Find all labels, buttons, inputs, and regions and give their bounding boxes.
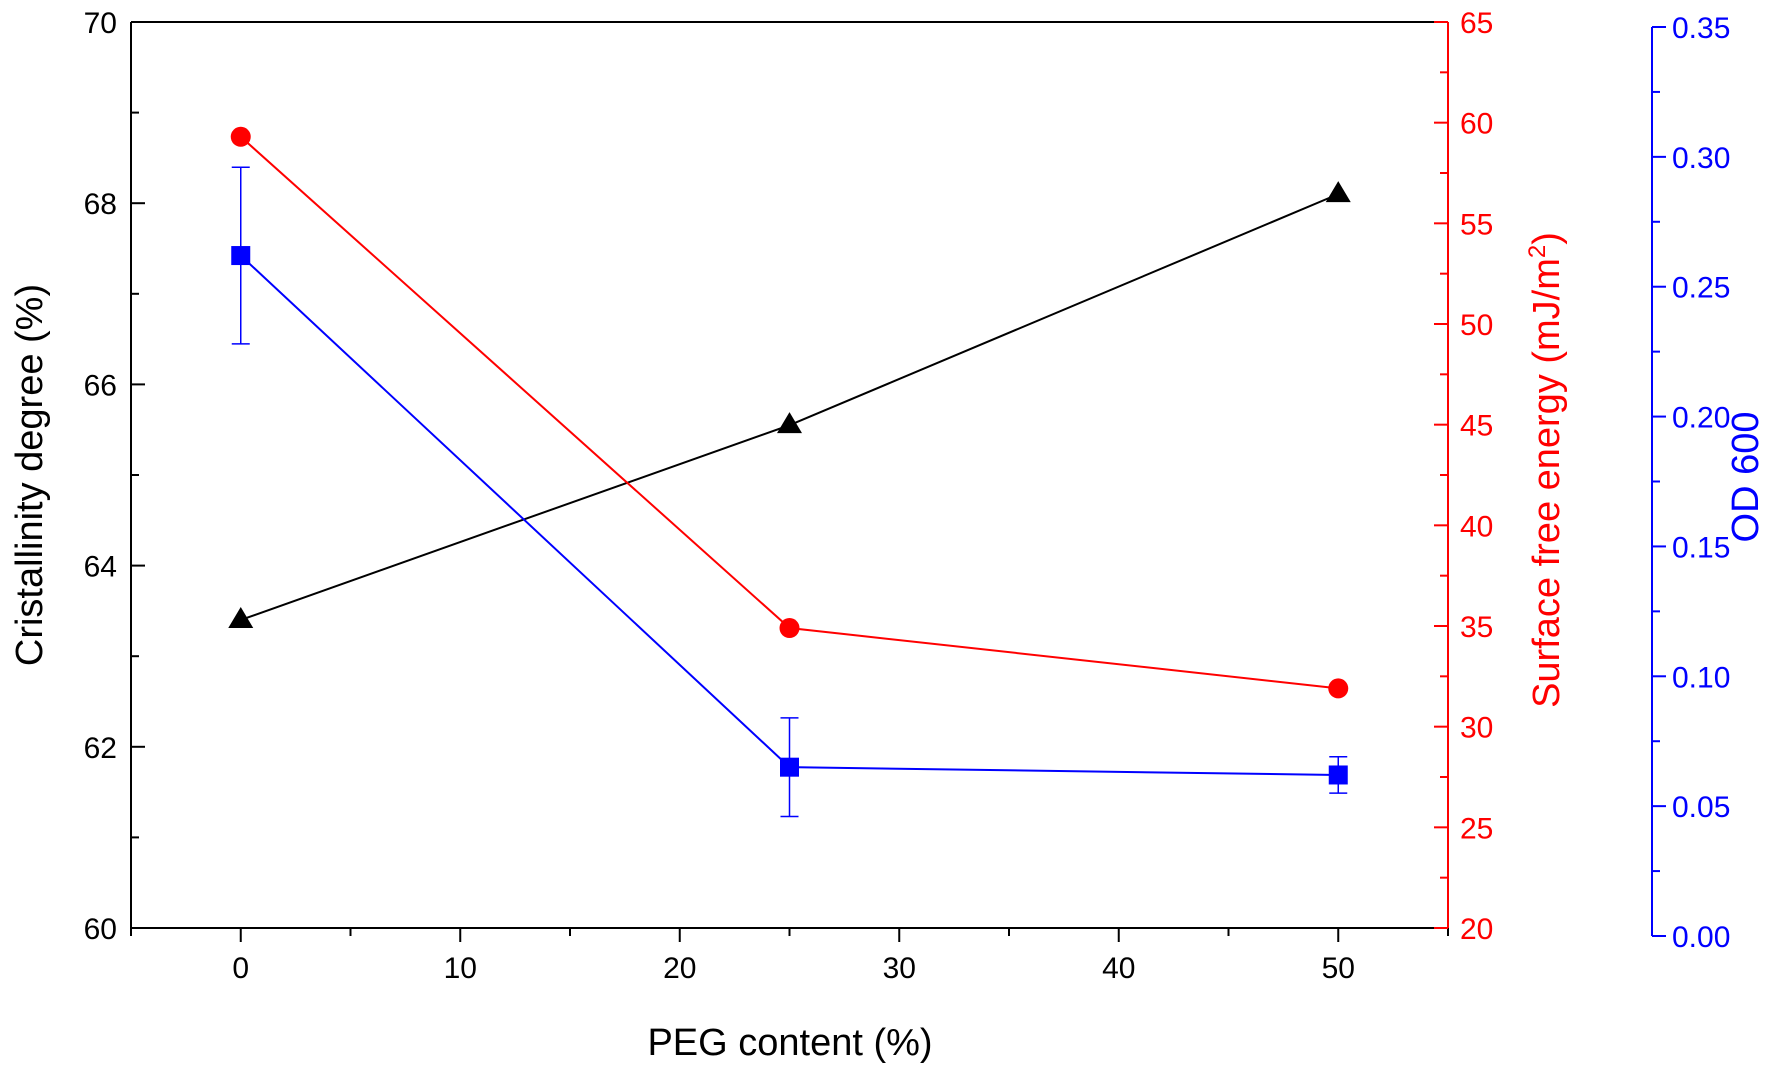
data-point-triangle — [228, 606, 254, 628]
od600-tick-label: 0.20 — [1672, 402, 1730, 435]
x-tick-label: 0 — [232, 952, 249, 985]
right-axis-title-end: ) — [1526, 232, 1568, 245]
od600-tick-label: 0.10 — [1672, 661, 1730, 694]
od600-tick-label: 0.00 — [1672, 921, 1730, 954]
x-tick-label: 50 — [1322, 952, 1355, 985]
od600-axis-title: OD 600 — [1725, 412, 1767, 543]
right-axis-title-main: Surface free energy (mJ/m — [1526, 258, 1568, 708]
left-tick-label: 70 — [84, 7, 117, 40]
x-tick-label: 10 — [444, 952, 477, 985]
left-tick-label: 64 — [84, 551, 117, 584]
right-tick-label: 45 — [1460, 410, 1493, 443]
left-tick-label: 62 — [84, 732, 117, 765]
right-tick-label: 35 — [1460, 611, 1493, 644]
left-axis-title: Cristallinity degree (%) — [9, 284, 51, 666]
right-tick-label: 30 — [1460, 712, 1493, 745]
data-point-triangle — [777, 412, 802, 434]
left-tick-label: 68 — [84, 188, 117, 221]
x-tick-label: 40 — [1102, 952, 1135, 985]
right-tick-label: 60 — [1460, 108, 1493, 141]
data-point-square — [231, 246, 251, 266]
series-layer — [228, 126, 1351, 818]
right-tick-label: 25 — [1460, 812, 1493, 845]
od600-tick-label: 0.25 — [1672, 272, 1730, 305]
data-point-circle — [1328, 678, 1349, 699]
right-axis-title-sup: 2 — [1524, 245, 1551, 258]
right-tick-label: 55 — [1460, 208, 1493, 241]
series-line — [240, 254, 1339, 776]
series-line — [240, 193, 1339, 621]
left-tick-label: 66 — [84, 369, 117, 402]
axes-group: 0 10 20 30 40 50 60 62 64 66 68 70 20 25 30 35 40 45 50 55 6… — [84, 7, 1731, 985]
data-point-square — [780, 757, 799, 777]
right-tick-label: 50 — [1460, 309, 1493, 342]
right-axis-title: Surface free energy (mJ/m2) — [1524, 232, 1568, 708]
od600-tick-label: 0.30 — [1672, 142, 1730, 175]
x-tick-label: 30 — [883, 952, 916, 985]
right-tick-label: 65 — [1460, 7, 1493, 40]
data-point-triangle — [1325, 181, 1351, 203]
x-axis-title: PEG content (%) — [647, 1022, 932, 1064]
right-tick-label: 20 — [1460, 913, 1493, 946]
right-tick-label: 40 — [1460, 510, 1493, 543]
data-point-circle — [230, 126, 251, 147]
od600-tick-label: 0.15 — [1672, 531, 1730, 564]
data-point-circle — [779, 618, 800, 639]
od600-tick-label: 0.05 — [1672, 791, 1730, 824]
data-point-square — [1328, 765, 1348, 785]
left-tick-label: 60 — [84, 913, 117, 946]
od600-tick-label: 0.35 — [1672, 12, 1730, 45]
x-tick-label: 20 — [663, 952, 696, 985]
